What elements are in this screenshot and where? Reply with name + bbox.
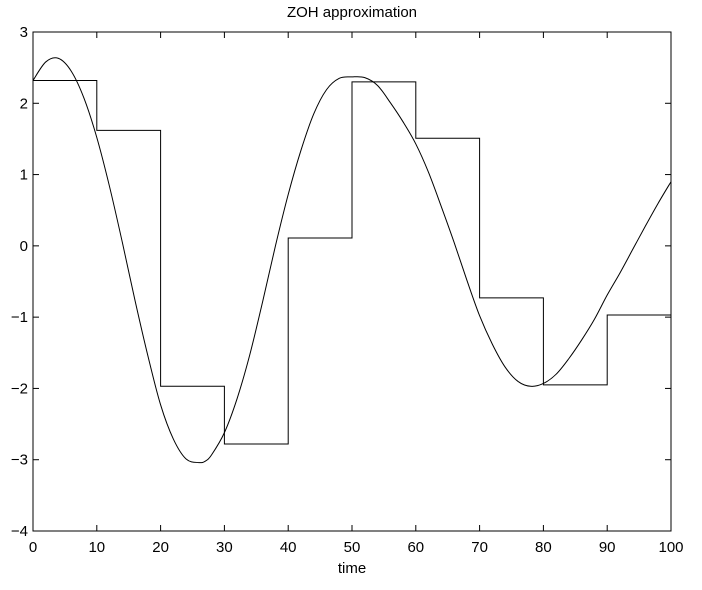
zoh-step-series (33, 79, 671, 445)
y-tick-label: −2 (11, 380, 28, 397)
x-tick-label: 0 (29, 539, 37, 556)
x-tick-label: 10 (88, 539, 105, 556)
x-tick-label: 70 (471, 539, 488, 556)
x-tick-label: 80 (535, 539, 552, 556)
x-tick-label: 60 (407, 539, 424, 556)
x-tick-label: 30 (216, 539, 233, 556)
plot-area (33, 57, 671, 464)
x-tick-label: 50 (344, 539, 361, 556)
y-tick-label: 0 (20, 238, 28, 255)
y-tick-label: −1 (11, 309, 28, 326)
y-tick-label: 1 (20, 167, 28, 184)
x-tick-label: 90 (599, 539, 616, 556)
y-tick-label: −3 (11, 452, 28, 469)
x-axis-label: time (338, 560, 366, 577)
y-tick-label: −4 (11, 523, 28, 540)
y-tick-label: 2 (20, 95, 28, 112)
x-tick-label: 40 (280, 539, 297, 556)
chart-title: ZOH approximation (287, 4, 417, 21)
continuous-signal-series (33, 57, 671, 464)
y-tick-label: 3 (20, 24, 28, 41)
x-tick-label: 20 (152, 539, 169, 556)
axes: 0 10 20 30 40 50 60 70 80 90 100 −4 −3 −2 −1 0 1 2 3 (11, 24, 684, 556)
x-tick-label: 100 (658, 539, 683, 556)
